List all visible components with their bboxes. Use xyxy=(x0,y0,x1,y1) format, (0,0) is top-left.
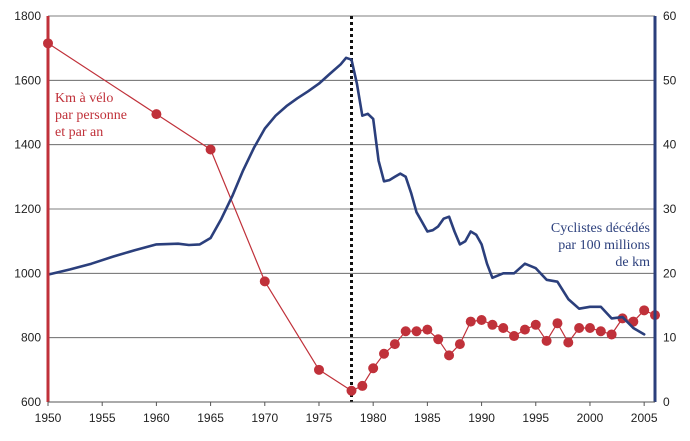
x-tick-label: 1950 xyxy=(35,411,62,425)
km-series-point xyxy=(379,348,390,359)
km-series-point xyxy=(563,337,574,348)
annotation-left-line-3: et par an xyxy=(55,125,103,140)
km-series-point xyxy=(444,350,455,361)
annotation-left-line-2: par personne xyxy=(55,108,127,123)
deaths-series-line xyxy=(46,56,646,336)
km-series-point xyxy=(313,364,324,375)
y-right-tick-label: 0 xyxy=(663,395,670,409)
annotation-right-line-1: Cyclistes décédés xyxy=(551,221,650,236)
km-series-point xyxy=(584,323,595,334)
km-series-point xyxy=(498,323,509,334)
km-series-point xyxy=(411,326,422,337)
x-tick-label: 1960 xyxy=(143,411,170,425)
y-right-tick-label: 10 xyxy=(663,331,677,345)
x-tick-label: 1990 xyxy=(468,411,495,425)
km-series-point xyxy=(389,339,400,350)
y-left-tick-label: 800 xyxy=(21,331,41,345)
x-tick-label: 1965 xyxy=(197,411,224,425)
x-tick-label: 1970 xyxy=(251,411,278,425)
km-series-point xyxy=(433,334,444,345)
x-tick-label: 1980 xyxy=(360,411,387,425)
km-series-point xyxy=(606,329,617,340)
y-right-tick-label: 40 xyxy=(663,138,677,152)
km-series-point xyxy=(541,335,552,346)
axes xyxy=(46,16,657,403)
annotation-left-line-1: Km à vélo xyxy=(55,91,113,106)
km-series-point xyxy=(476,314,487,325)
y-left-tick-label: 1600 xyxy=(14,73,41,87)
x-tick-label: 2005 xyxy=(631,411,658,425)
km-series-point xyxy=(574,323,585,334)
series-layer xyxy=(43,38,660,396)
y-right-tick-label: 30 xyxy=(663,202,677,216)
annotation-right-line-3: de km xyxy=(615,255,650,270)
km-series-point xyxy=(259,276,270,287)
km-series-point xyxy=(205,144,216,155)
km-series-point xyxy=(368,363,379,374)
km-series-point xyxy=(519,324,530,335)
x-tick-label: 2000 xyxy=(577,411,604,425)
x-tick-label: 1995 xyxy=(522,411,549,425)
km-series-point xyxy=(487,319,498,330)
km-series-point xyxy=(346,385,357,396)
y-left-tick-label: 1800 xyxy=(14,9,41,23)
x-tick-label: 1955 xyxy=(89,411,116,425)
km-series-point xyxy=(595,326,606,337)
km-series-point xyxy=(639,305,650,316)
y-left-tick-label: 1200 xyxy=(14,202,41,216)
y-right-tick-label: 20 xyxy=(663,266,677,280)
km-series-point xyxy=(454,339,465,350)
y-left-tick-label: 1000 xyxy=(14,266,41,280)
x-tick-label: 1985 xyxy=(414,411,441,425)
km-series-point xyxy=(151,109,162,120)
km-series-point xyxy=(422,324,433,335)
km-series-point xyxy=(509,331,520,342)
km-series-point xyxy=(357,380,368,391)
km-series-point xyxy=(465,316,476,327)
km-series-point xyxy=(552,318,563,329)
km-series-point xyxy=(400,326,411,337)
annotation-right-line-2: par 100 millions xyxy=(558,238,650,253)
x-tick-label: 1975 xyxy=(306,411,333,425)
y-left-tick-label: 1400 xyxy=(14,138,41,152)
y-left-tick-label: 600 xyxy=(21,395,41,409)
km-series-line xyxy=(47,42,656,392)
y-right-tick-label: 50 xyxy=(663,73,677,87)
km-series-point xyxy=(530,319,541,330)
tick-labels: 1950 1955 1960 1965 1970 1975 1980 1985 1990 1995… xyxy=(14,9,676,425)
y-right-tick-label: 60 xyxy=(663,9,677,23)
